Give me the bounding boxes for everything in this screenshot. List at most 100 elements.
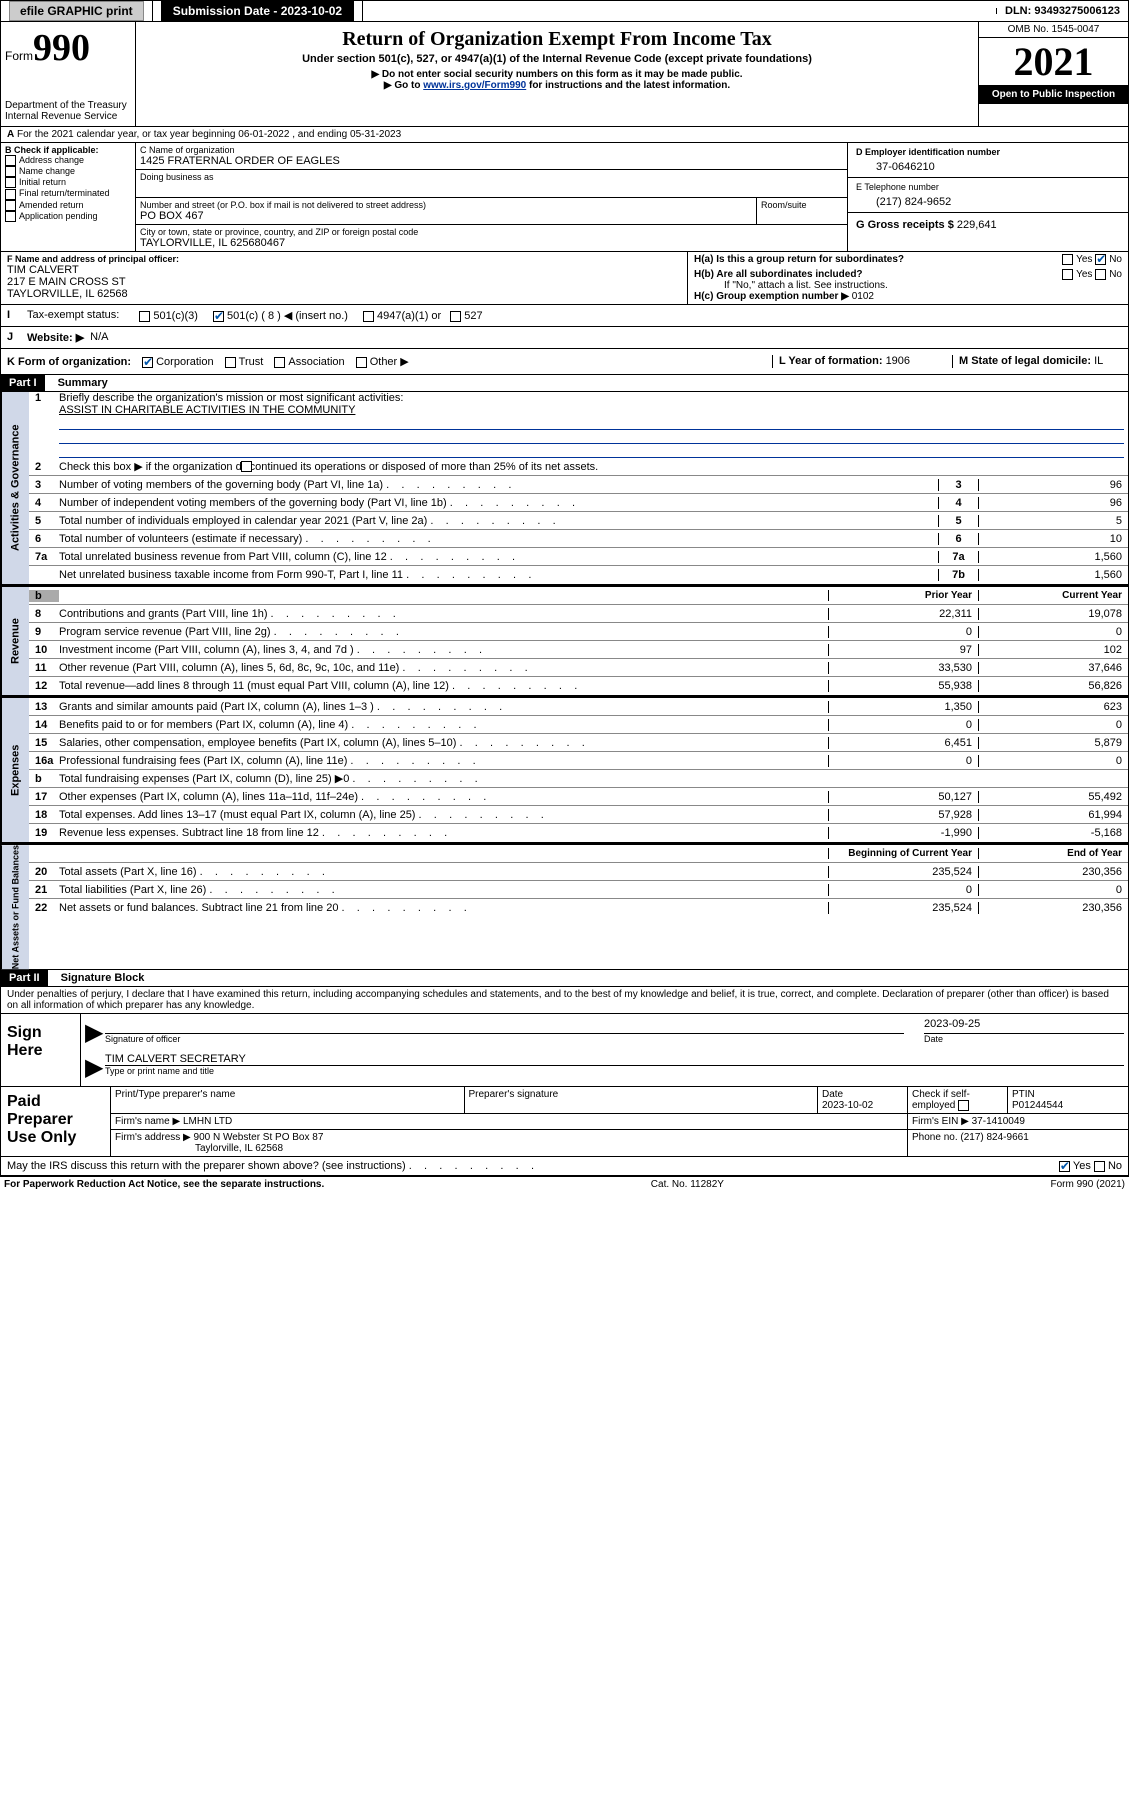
col-end: End of Year [978, 848, 1128, 859]
cb-final-return-terminated[interactable] [5, 189, 16, 200]
part1-header: Part I [1, 375, 45, 391]
org-name: 1425 FRATERNAL ORDER OF EAGLES [140, 155, 843, 167]
city-label: City or town, state or province, country… [140, 227, 843, 237]
omb-number: OMB No. 1545-0047 [979, 22, 1128, 38]
mission-text: ASSIST IN CHARITABLE ACTIVITIES IN THE C… [59, 404, 355, 416]
ein-value: 37-0646210 [856, 157, 1120, 173]
col-prior: Prior Year [828, 590, 978, 601]
no3: No [1108, 1160, 1122, 1172]
ptin-val: P01244544 [1012, 1100, 1063, 1111]
prep-name-label: Print/Type preparer's name [111, 1087, 465, 1113]
side-revenue: Revenue [1, 587, 29, 695]
cb-501c3[interactable] [139, 311, 150, 322]
yes3: Yes [1073, 1160, 1091, 1172]
i-o4: 527 [464, 310, 482, 322]
cb-self-employed[interactable] [958, 1100, 969, 1111]
i-o2: 501(c) ( 8 ) ◀ (insert no.) [227, 310, 348, 322]
revenue-section: Revenue bPrior YearCurrent Year 8Contrib… [0, 585, 1129, 696]
efile-button[interactable]: efile GRAPHIC print [9, 1, 144, 21]
cb-other[interactable] [356, 357, 367, 368]
h-a: H(a) Is this a group return for subordin… [694, 254, 904, 265]
discuss-no[interactable] [1094, 1161, 1105, 1172]
h-c: H(c) Group exemption number ▶ [694, 291, 849, 302]
k-o3: Association [288, 356, 344, 368]
officer-addr2: TAYLORVILLE, IL 62568 [7, 288, 681, 300]
footer-left: For Paperwork Reduction Act Notice, see … [4, 1179, 324, 1190]
top-bar: efile GRAPHIC print Submission Date - 20… [0, 0, 1129, 22]
website-value: N/A [90, 331, 108, 344]
hb-yes[interactable] [1062, 269, 1073, 280]
no-label2: No [1109, 269, 1122, 280]
submission-date: Submission Date - 2023-10-02 [161, 1, 354, 21]
part1-title: Summary [58, 377, 108, 389]
addr-label: Number and street (or P.O. box if mail i… [140, 200, 752, 210]
footer-mid: Cat. No. 11282Y [651, 1179, 724, 1190]
governance-section: Activities & Governance 1 Briefly descri… [0, 392, 1129, 585]
cb-501c[interactable] [213, 311, 224, 322]
k-o1: Corporation [156, 356, 213, 368]
dln: DLN: 93493275006123 [997, 2, 1128, 20]
firm-addr1: 900 N Webster St PO Box 87 [194, 1132, 324, 1143]
officer-block: F Name and address of principal officer:… [0, 252, 1129, 305]
i-o1: 501(c)(3) [153, 310, 198, 322]
cb-name-change[interactable] [5, 166, 16, 177]
cb-corp[interactable] [142, 357, 153, 368]
col-current: Current Year [978, 590, 1128, 601]
part2-title: Signature Block [61, 972, 145, 984]
cb-527[interactable] [450, 311, 461, 322]
q2: Check this box ▶ if the organization dis… [59, 461, 598, 473]
cb-discontinued[interactable] [241, 461, 252, 472]
irs-link[interactable]: www.irs.gov/Form990 [423, 80, 526, 91]
discuss-yes[interactable] [1059, 1161, 1070, 1172]
subtitle-3-post: for instructions and the latest informat… [526, 80, 730, 91]
f-label: F Name and address of principal officer: [7, 254, 179, 264]
subtitle-3-pre: ▶ Go to [384, 80, 423, 91]
e-phone-label: E Telephone number [856, 182, 1120, 192]
ptin-label: PTIN [1012, 1089, 1035, 1100]
part2-header: Part II [1, 970, 48, 986]
k-o2: Trust [239, 356, 264, 368]
d-ein-label: D Employer identification number [856, 147, 1120, 157]
gross-receipts: 229,641 [957, 219, 997, 231]
subtitle-1: Under section 501(c), 527, or 4947(a)(1)… [140, 53, 974, 65]
g-receipts-label: G Gross receipts $ [856, 219, 957, 231]
paid-preparer-block: Paid Preparer Use Only Print/Type prepar… [0, 1087, 1129, 1157]
dept-treasury: Department of the Treasury [5, 100, 131, 111]
form-header: Form990 Department of the Treasury Inter… [0, 22, 1129, 127]
expenses-section: Expenses 13Grants and similar amounts pa… [0, 696, 1129, 843]
irs-label: Internal Revenue Service [5, 111, 131, 122]
k-label: K Form of organization: [7, 356, 131, 368]
firm-ein: 37-1410049 [972, 1116, 1025, 1127]
l-label: L Year of formation: [779, 355, 886, 367]
cb-assoc[interactable] [274, 357, 285, 368]
side-expenses: Expenses [1, 698, 29, 842]
no-label: No [1109, 254, 1122, 265]
cb-address-change[interactable] [5, 155, 16, 166]
cb-4947[interactable] [363, 311, 374, 322]
ha-yes[interactable] [1062, 254, 1073, 265]
officer-typed-name: TIM CALVERT SECRETARY [105, 1053, 1124, 1066]
subtitle-2: ▶ Do not enter social security numbers o… [140, 69, 974, 80]
discuss-question: May the IRS discuss this return with the… [7, 1160, 406, 1172]
page-footer: For Paperwork Reduction Act Notice, see … [0, 1176, 1129, 1192]
sig-date: 2023-09-25 [924, 1018, 1124, 1034]
c-name-label: C Name of organization [140, 145, 843, 155]
netassets-section: Net Assets or Fund Balances Beginning of… [0, 843, 1129, 970]
open-public: Open to Public Inspection [979, 85, 1128, 104]
i-o3: 4947(a)(1) or [377, 310, 441, 322]
hb-no[interactable] [1095, 269, 1106, 280]
ha-no[interactable] [1095, 254, 1106, 265]
cb-trust[interactable] [225, 357, 236, 368]
cb-amended-return[interactable] [5, 200, 16, 211]
firm-name-label: Firm's name ▶ [115, 1116, 180, 1127]
firm-ein-label: Firm's EIN ▶ [912, 1116, 969, 1127]
type-name-label: Type or print name and title [105, 1066, 1124, 1076]
officer-addr1: 217 E MAIN CROSS ST [7, 276, 681, 288]
j-label: Website: ▶ [27, 331, 84, 344]
cb-initial-return[interactable] [5, 177, 16, 188]
street-address: PO BOX 467 [140, 210, 752, 222]
firm-addr-label: Firm's address ▶ [115, 1132, 191, 1143]
firm-name: LMHN LTD [183, 1116, 232, 1127]
room-label: Room/suite [761, 200, 843, 210]
cb-application-pending[interactable] [5, 211, 16, 222]
